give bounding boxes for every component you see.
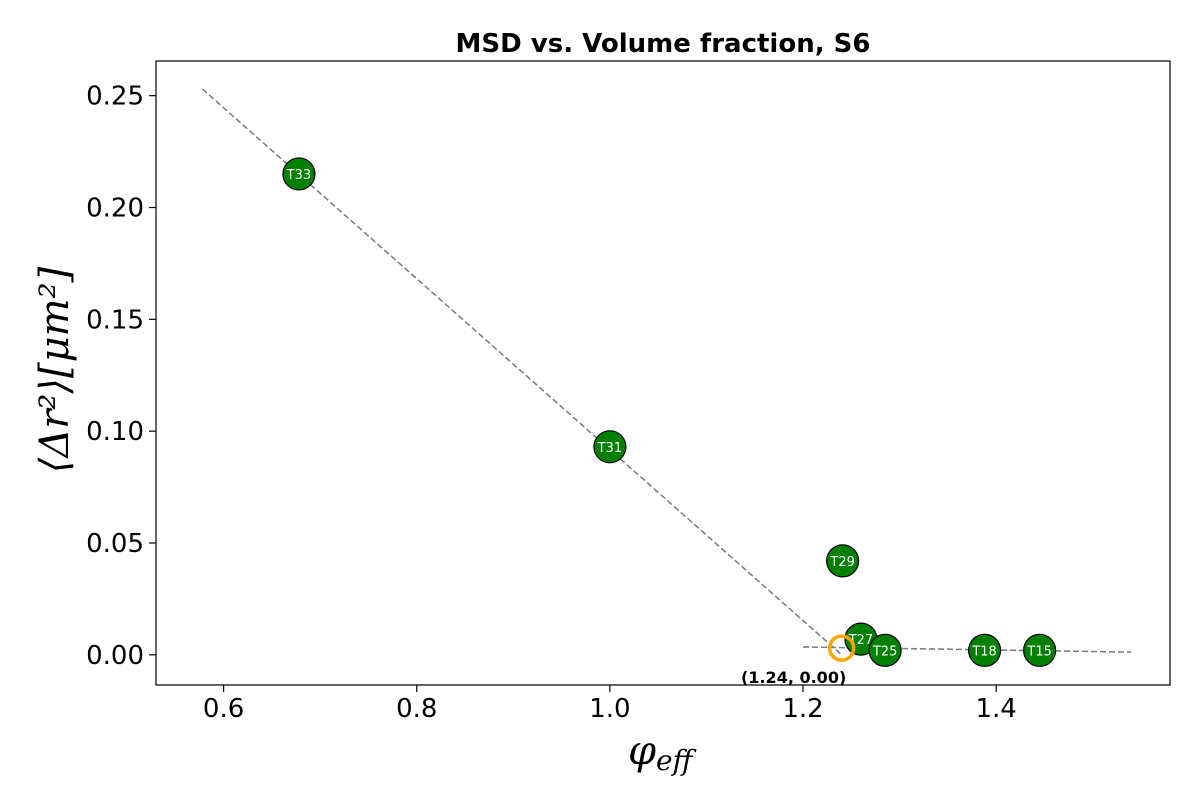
x-tick-label: 1.4 [975, 694, 1016, 724]
x-axis-label: φeff [628, 728, 697, 777]
y-tick-label: 0.05 [86, 529, 144, 559]
x-tick-label: 1.0 [589, 694, 630, 724]
data-point-label: T31 [597, 441, 622, 456]
y-tick-label: 0.00 [86, 641, 144, 671]
data-point-t33 [282, 157, 316, 191]
y-tick-label: 0.15 [86, 305, 144, 335]
data-point-t29 [826, 544, 860, 578]
data-point-t31 [593, 430, 627, 464]
intersection-marker [827, 634, 856, 662]
data-point-label: T29 [829, 555, 854, 570]
y-axis-label: ⟨Δr²⟩[μm²] [32, 266, 78, 473]
plot-area: 0.6 0.8 1.0 1.2 1.4 0.00 0.05 0.10 0.15 0.20 0.25 T… [86, 60, 1171, 724]
intersection-annotation: (1.24, 0.00) [741, 668, 846, 687]
plot-frame [155, 60, 1171, 686]
data-point-t15 [1023, 633, 1057, 667]
data-point-label: T15 [1026, 644, 1051, 659]
chart-title: MSD vs. Volume fraction, S6 [456, 29, 871, 59]
data-point-label: T25 [872, 644, 897, 659]
x-tick-label: 0.6 [203, 694, 244, 724]
y-tick-label: 0.25 [86, 82, 144, 112]
data-point-t18 [967, 633, 1002, 667]
y-tick-label: 0.10 [86, 417, 144, 447]
fit-line [201, 88, 843, 656]
data-point-label: T33 [286, 168, 311, 183]
data-point-label: T18 [971, 644, 996, 659]
data-point-t25 [868, 633, 902, 667]
x-tick-label: 0.8 [396, 694, 437, 724]
y-tick-label: 0.20 [86, 193, 144, 223]
x-tick-label: 1.2 [782, 694, 823, 724]
